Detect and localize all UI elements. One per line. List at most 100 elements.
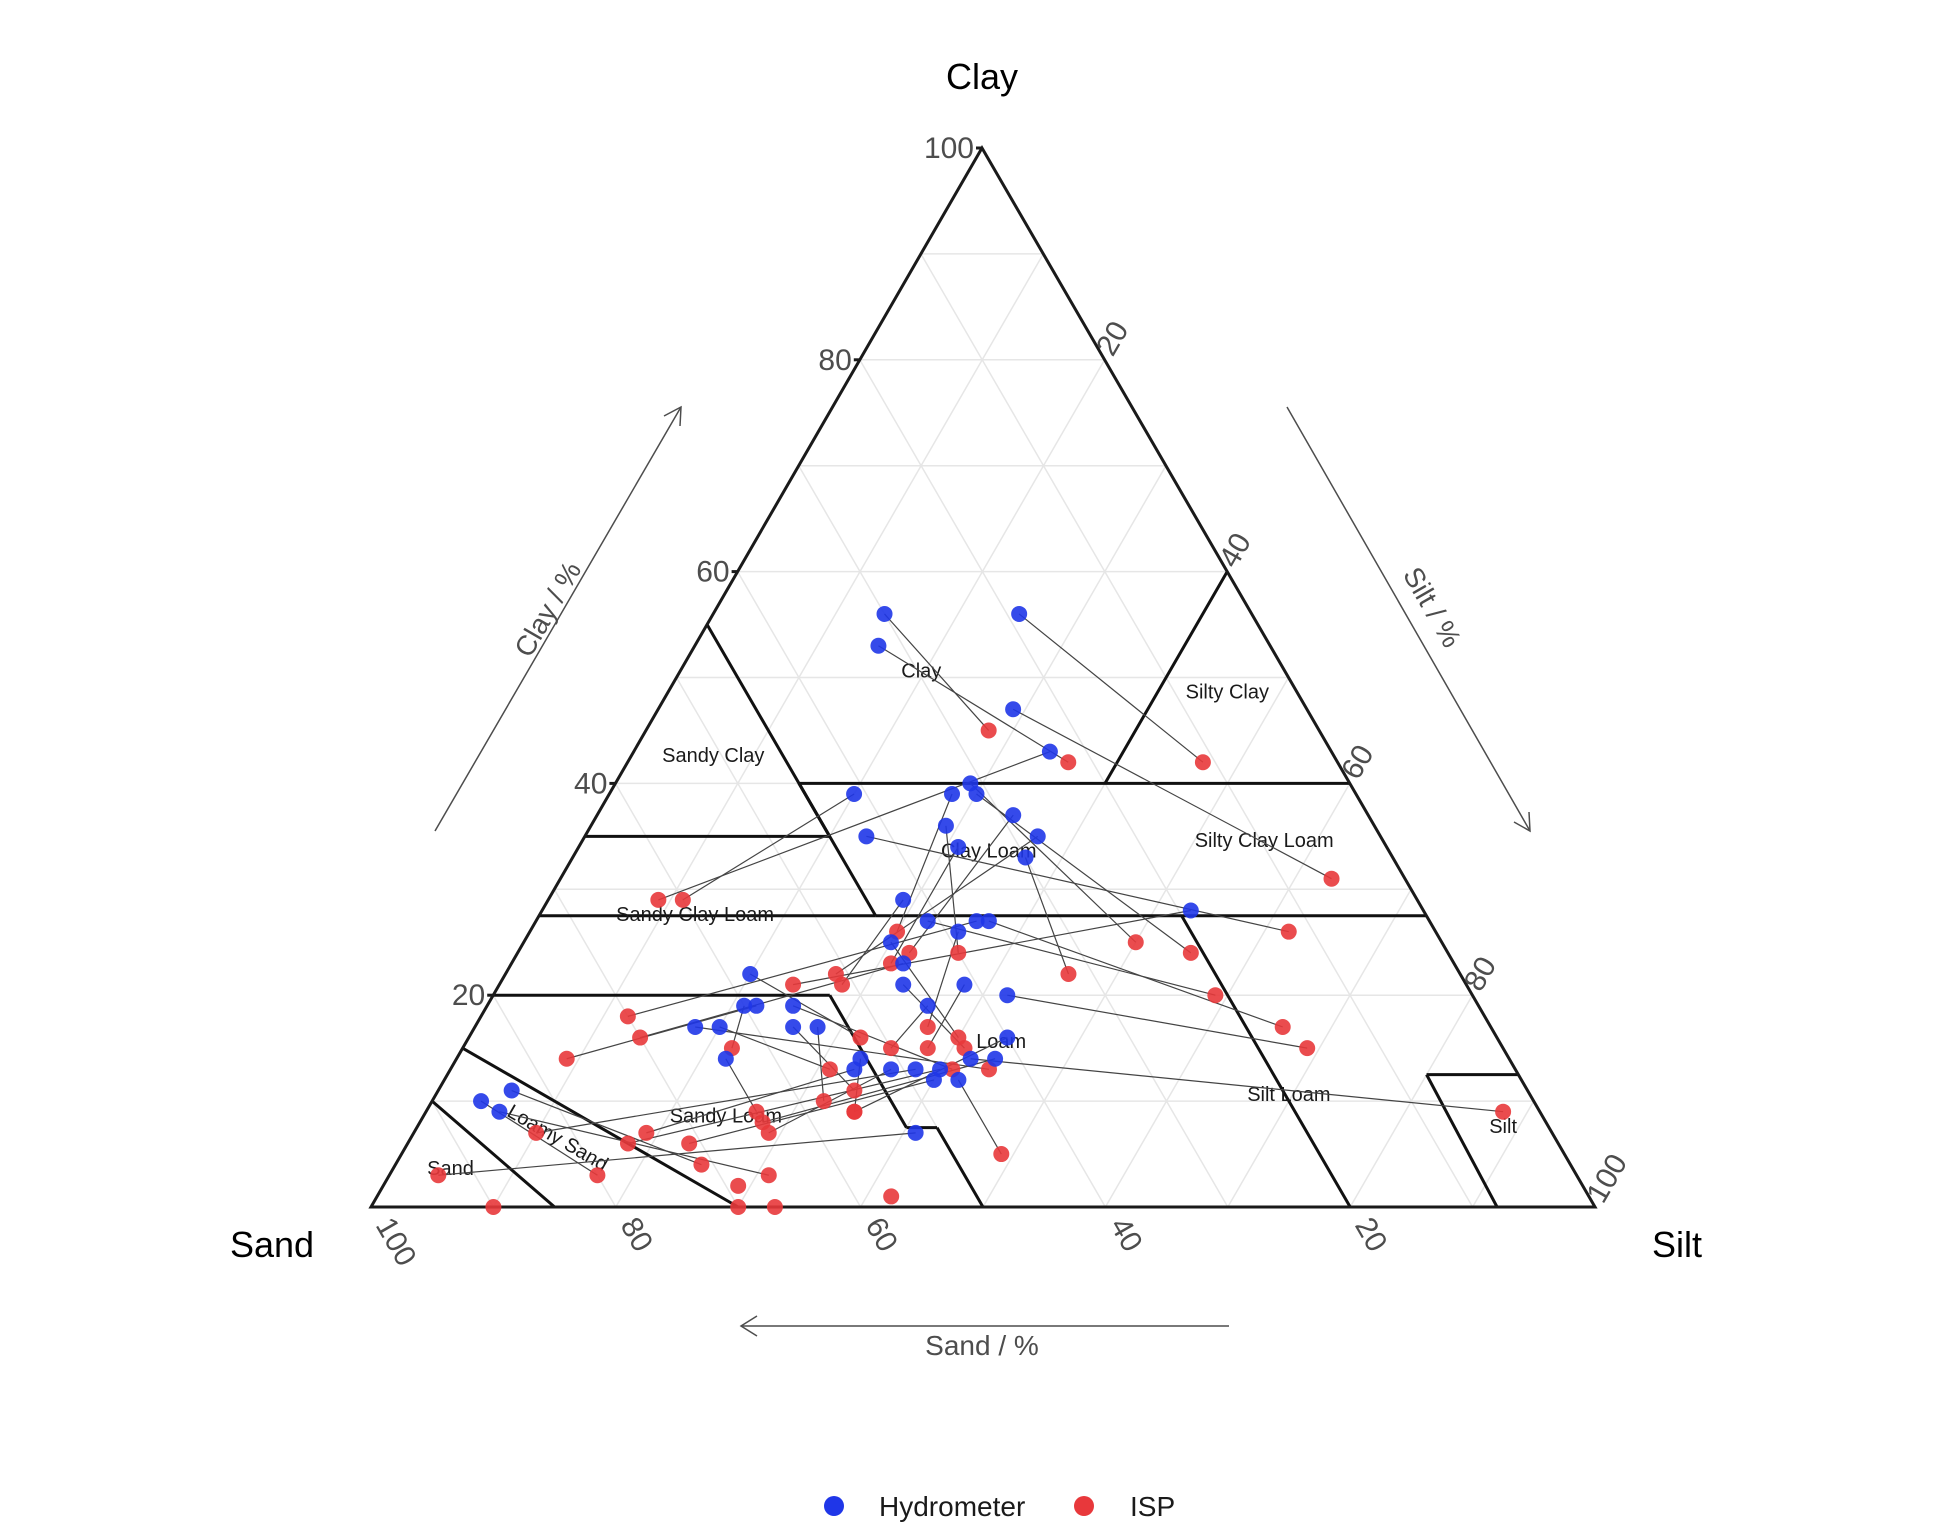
- isp-point: [919, 1018, 936, 1035]
- hydrometer-point: [883, 1061, 900, 1078]
- pair-connector-line: [749, 973, 861, 1039]
- texture-class-boundary: [1425, 1073, 1499, 1208]
- isp-point: [883, 1040, 900, 1057]
- isp-point: [1060, 966, 1077, 983]
- pair-connector-line: [835, 835, 1039, 975]
- sand-axis-title: Sand / %: [925, 1330, 1039, 1361]
- pair-connector-line: [682, 793, 855, 901]
- triangle-outline: [368, 145, 1598, 1209]
- isp-point: [760, 1124, 777, 1141]
- isp-point: [558, 1050, 575, 1067]
- isp-point: [980, 722, 997, 739]
- hydrometer-point: [748, 997, 765, 1014]
- hydrometer-point: [870, 637, 887, 654]
- hydrometer-point: [968, 785, 985, 802]
- clay-tick-label: 20: [452, 979, 485, 1012]
- isp-point: [834, 976, 851, 993]
- grid-line-sand: [431, 1100, 495, 1208]
- clay-tick-label: 60: [696, 556, 729, 589]
- hydrometer-point: [717, 1050, 734, 1067]
- hydrometer-point: [980, 913, 997, 930]
- hydrometer-point: [687, 1018, 704, 1035]
- hydrometer-point: [950, 838, 967, 855]
- pair-connector-line: [792, 1005, 953, 1070]
- hydrometer-point: [895, 891, 912, 908]
- isp-point: [693, 1156, 710, 1173]
- sand-tick-label: 80: [614, 1212, 659, 1257]
- hydrometer-point: [950, 1071, 967, 1088]
- hydrometer-point: [950, 923, 967, 940]
- hydrometer-point: [987, 1050, 1004, 1067]
- isp-point: [950, 944, 967, 961]
- texture-class-boundary: [828, 994, 908, 1129]
- region-label: Silty Clay Loam: [1195, 830, 1334, 852]
- silt-tick-label: 60: [1335, 739, 1380, 784]
- pair-connector-line: [719, 1026, 831, 1070]
- isp-point: [882, 955, 899, 972]
- clay-tick-label: 100: [924, 132, 974, 165]
- grid-line-sand: [675, 677, 984, 1208]
- silt-tick-label: 100: [1580, 1149, 1634, 1209]
- texture-class-boundary: [1180, 915, 1352, 1208]
- texture-class-boundary: [461, 1046, 739, 1209]
- silt-tick-label: 80: [1458, 951, 1503, 996]
- isp-point: [846, 1103, 863, 1120]
- silt-tick-label: 40: [1213, 528, 1258, 573]
- clay-axis-arrow: [434, 405, 682, 832]
- hydrometer-point: [876, 605, 893, 622]
- texture-class-boundaries: [431, 570, 1519, 1209]
- legend-isp-label: ISP: [1130, 1491, 1175, 1522]
- pair-connector-line: [1024, 857, 1070, 975]
- sand-tick-label: 20: [1348, 1212, 1393, 1257]
- pair-connector-line: [841, 899, 904, 985]
- sand-axis-arrow: [739, 1315, 1229, 1337]
- isp-point: [766, 1199, 783, 1215]
- corner-label-clay: Clay: [946, 56, 1018, 97]
- grid-line-silt: [1471, 1100, 1535, 1208]
- pair-connector-line: [957, 1079, 1002, 1155]
- hydrometer-point: [895, 955, 912, 972]
- pair-connector-line: [639, 962, 904, 1039]
- hydrometer-point: [711, 1018, 728, 1035]
- hydrometer-point: [956, 976, 973, 993]
- hydrometer-point: [1182, 902, 1199, 919]
- isp-point: [485, 1199, 502, 1215]
- hydrometer-point: [1017, 849, 1034, 866]
- isp-point: [1127, 934, 1144, 951]
- pair-connector-line: [438, 1132, 916, 1176]
- pair-connector-line: [878, 645, 1069, 763]
- pair-connector-line: [884, 613, 990, 731]
- sand-tick-label: 40: [1103, 1212, 1148, 1257]
- pair-connector-line: [536, 1068, 916, 1134]
- isp-point: [650, 891, 667, 908]
- data-points: [430, 605, 1512, 1215]
- isp-point: [883, 1188, 900, 1205]
- isp-point: [1182, 944, 1199, 961]
- isp-point: [1280, 923, 1297, 940]
- grid-line-sand: [798, 465, 1229, 1208]
- region-label: Sandy Clay: [662, 745, 764, 767]
- hydrometer-point: [1029, 828, 1046, 845]
- region-label: Silty Clay: [1186, 682, 1269, 704]
- hydrometer-point: [937, 817, 954, 834]
- texture-class-boundary: [935, 1126, 985, 1208]
- isp-point: [528, 1124, 545, 1141]
- grid-line-sand: [553, 888, 739, 1208]
- region-label: Silt Loam: [1247, 1084, 1330, 1106]
- isp-point: [632, 1029, 649, 1046]
- pair-connector-line: [566, 1005, 757, 1060]
- sand-tick-label: 100: [369, 1212, 423, 1272]
- hydrometer-point: [846, 1061, 863, 1078]
- pair-connector-line: [646, 1068, 855, 1134]
- hydrometer-point: [1041, 743, 1058, 760]
- pair-connector-line: [927, 931, 959, 1028]
- hydrometer-point: [503, 1082, 520, 1099]
- sand-tick-label: 60: [859, 1212, 904, 1257]
- hydrometer-point: [999, 1029, 1016, 1046]
- isp-point: [1194, 754, 1211, 771]
- hydrometer-point: [1005, 807, 1022, 824]
- isp-point: [1060, 754, 1077, 771]
- pair-connector-line: [762, 1058, 996, 1123]
- hydrometer-point: [907, 1061, 924, 1078]
